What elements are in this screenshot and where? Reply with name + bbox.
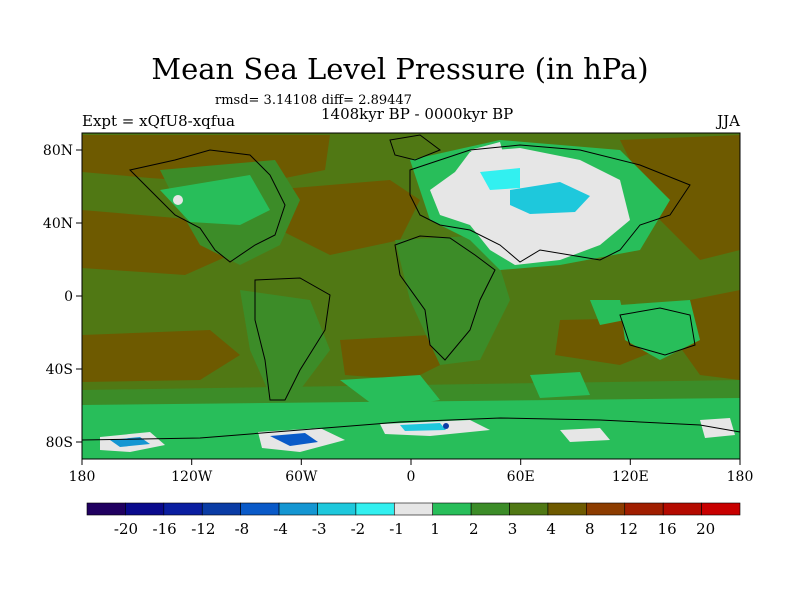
blue-weddell	[270, 433, 318, 446]
x-tick-label: 180	[727, 469, 754, 485]
coast-africa	[394, 235, 496, 361]
coast-north-america	[129, 149, 286, 263]
x-tick-label: 120W	[171, 469, 213, 485]
bright-australia	[620, 300, 700, 360]
blue-antarctic-dot	[443, 423, 449, 429]
x-tick-label: 60W	[285, 469, 318, 485]
season-label: JJA	[717, 112, 740, 130]
colorbar-box	[201, 502, 241, 516]
bright-indian	[590, 300, 625, 325]
colorbar-label: -8	[235, 520, 250, 538]
colorbar-label: -12	[191, 520, 215, 538]
colorbar-label: 2	[469, 520, 479, 538]
colorbar-label: 12	[619, 520, 638, 538]
colorbar-box	[470, 502, 510, 516]
stats-subtitle: rmsd= 3.14108 diff= 2.89447	[215, 93, 412, 108]
colorbar-box	[86, 502, 126, 516]
x-tick-label: 0	[407, 469, 416, 485]
colorbar-box	[278, 502, 318, 516]
near-zero-antarctic-a	[560, 428, 610, 442]
colorbar-box	[393, 502, 434, 516]
bright-north-america	[160, 175, 270, 225]
cyan-eurasia-2	[510, 182, 590, 214]
colorbar	[86, 502, 741, 516]
map-title: Mean Sea Level Pressure (in hPa)	[151, 52, 649, 86]
colorbar-box	[701, 502, 741, 516]
colorbar-box	[509, 502, 549, 516]
experiment-label: Expt = xQfU8-xqfua	[82, 112, 235, 130]
y-axis-ticks	[76, 149, 82, 443]
colorbar-box	[317, 502, 357, 516]
y-tick-label: 40N	[43, 216, 73, 232]
coast-antarctica	[82, 417, 740, 441]
colorbar-box	[662, 502, 702, 516]
x-axis-ticks	[81, 459, 741, 465]
x-tick-label: 120E	[612, 469, 649, 485]
coastlines	[82, 134, 740, 441]
near-zero-alaska-dot	[173, 195, 183, 205]
brown-south-atlantic	[340, 335, 450, 380]
colorbar-box	[240, 502, 280, 516]
x-tick-label: 180	[69, 469, 96, 485]
coast-australia	[619, 307, 696, 356]
period-subtitle: 1408kyr BP - 0000kyr BP	[321, 105, 514, 123]
pressure-field	[82, 133, 740, 459]
colorbar-label: 4	[546, 520, 556, 538]
colorbar-label: 20	[696, 520, 715, 538]
colorbar-box	[125, 502, 165, 516]
colorbar-box	[547, 502, 587, 516]
y-axis-labels: 80N 40N 0 40S 80S	[43, 143, 73, 451]
y-tick-label: 80N	[43, 143, 73, 159]
cyan-eurasia-1	[480, 168, 520, 190]
colorbar-label: 8	[585, 520, 595, 538]
band-africa	[395, 235, 510, 365]
colorbar-label: -1	[389, 520, 404, 538]
colorbar-box	[432, 502, 472, 516]
colorbar-label: 3	[508, 520, 518, 538]
coast-south-america	[254, 277, 331, 401]
colorbar-label: 16	[658, 520, 677, 538]
colorbar-box	[586, 502, 626, 516]
colorbar-box	[163, 502, 203, 516]
bright-south-atlantic	[340, 375, 440, 410]
y-tick-label: 0	[64, 289, 73, 305]
colorbar-label: -2	[351, 520, 366, 538]
brown-east-asia-pacific	[620, 135, 740, 260]
bright-south-indian	[530, 372, 590, 398]
x-tick-label: 60E	[507, 469, 535, 485]
colorbar-label: -16	[153, 520, 177, 538]
coast-eurasia	[409, 144, 691, 263]
colorbar-labels: -20 -16 -12 -8 -4 -3 -2 -1 1 2 3 4 8 12 …	[114, 520, 715, 538]
y-tick-label: 40S	[46, 362, 73, 378]
colorbar-box	[624, 502, 664, 516]
coast-greenland	[389, 134, 442, 161]
band-south-america	[240, 290, 330, 395]
colorbar-label: -3	[312, 520, 327, 538]
y-tick-label: 80S	[46, 435, 73, 451]
x-axis-labels: 180 120W 60W 0 60E 120E 180	[69, 469, 754, 485]
colorbar-label: -4	[273, 520, 288, 538]
colorbar-label: -20	[114, 520, 138, 538]
colorbar-label: 1	[430, 520, 440, 538]
cyan-east-antarctica	[400, 423, 446, 431]
brown-south-pacific	[82, 330, 240, 382]
colorbar-box	[355, 502, 395, 516]
brown-north-atlantic	[270, 180, 420, 255]
